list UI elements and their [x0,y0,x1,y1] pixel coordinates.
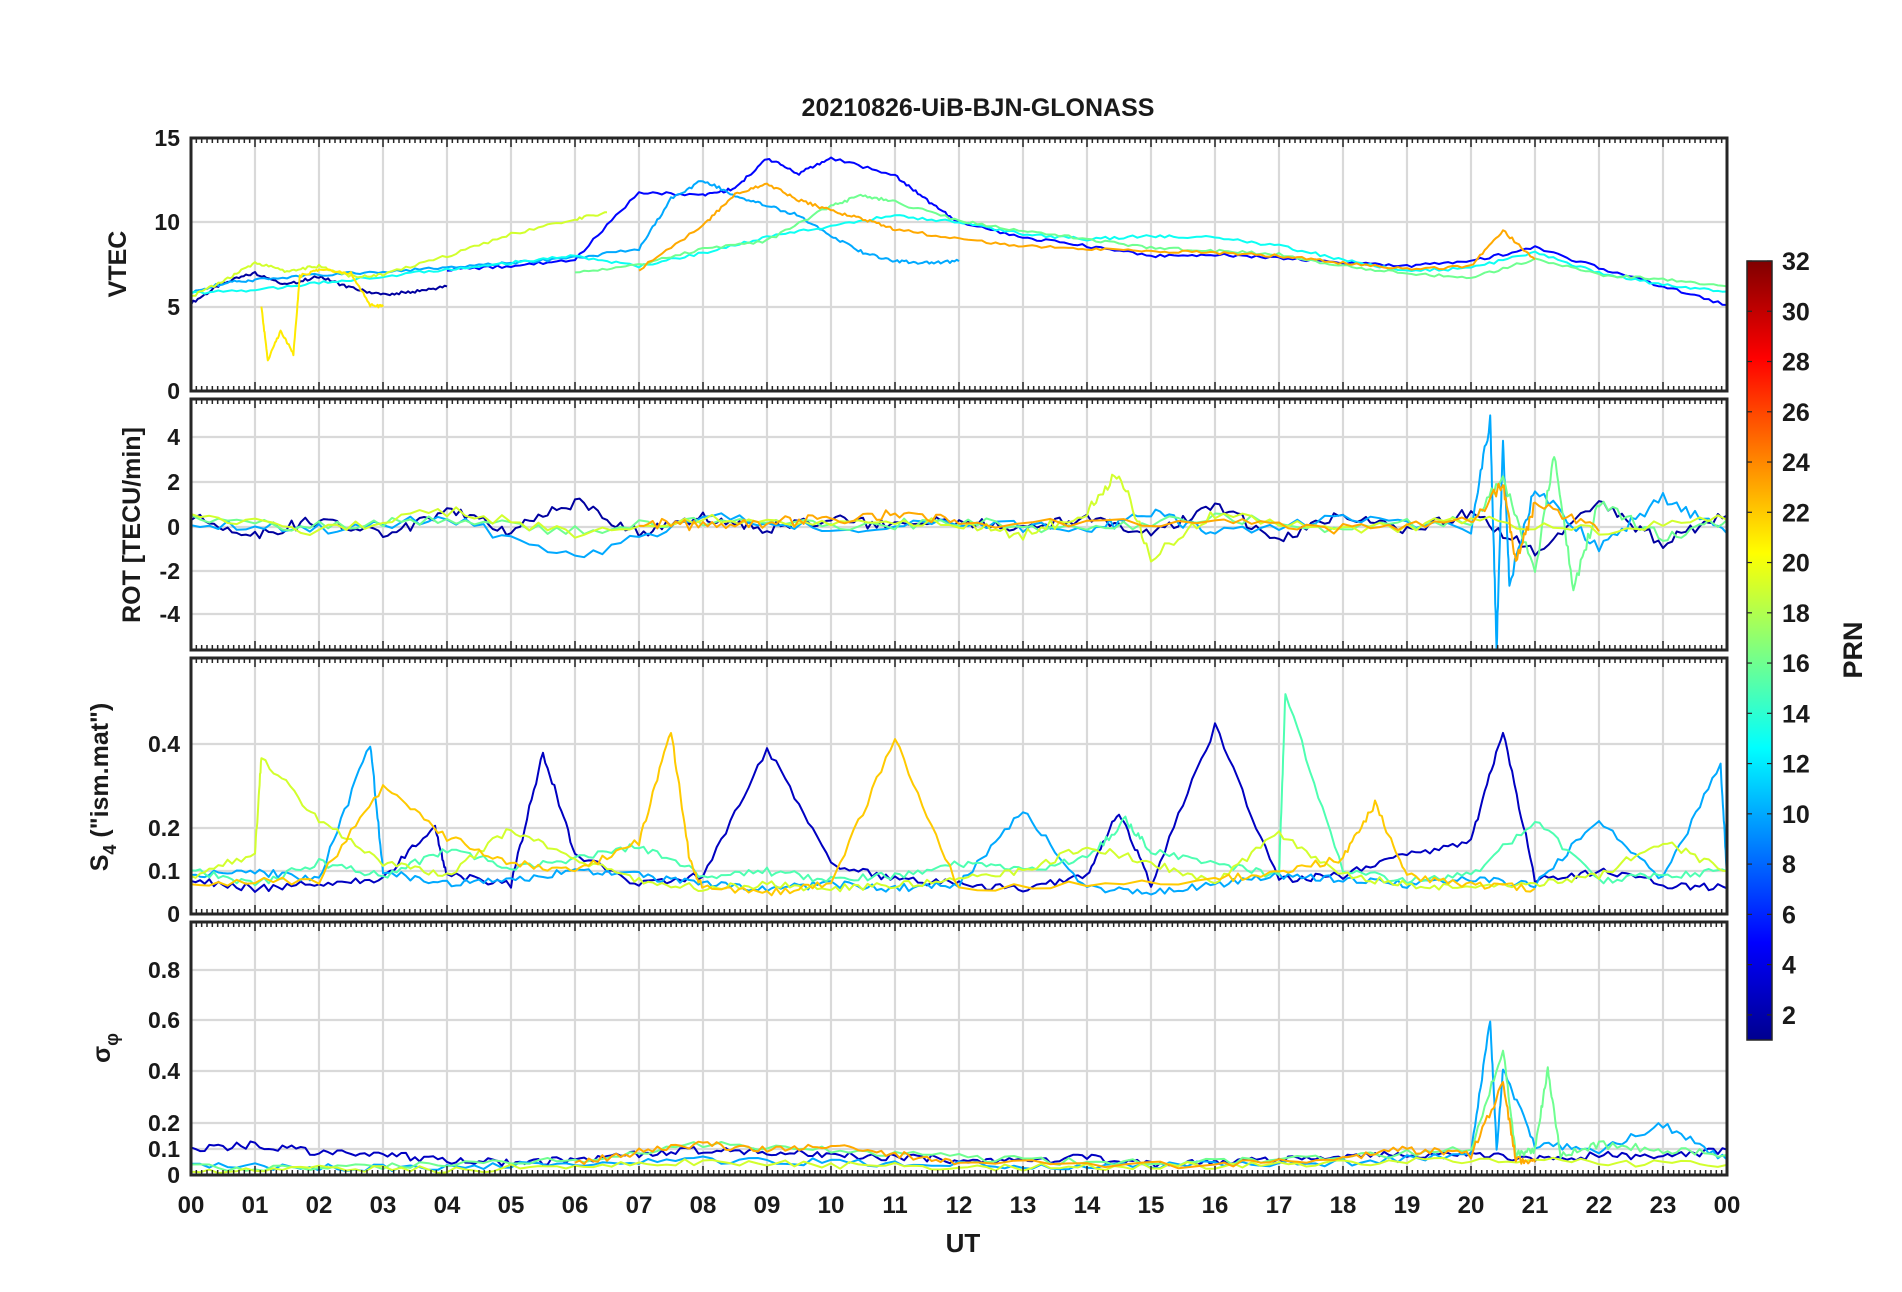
colorbar-tick-label: 20 [1782,550,1810,578]
y-tick-label: 0.2 [148,1110,180,1136]
series-line-prn-16 [574,193,1727,288]
x-tick-label: 16 [1202,1192,1229,1219]
y-tick-label: 0.1 [148,858,180,884]
x-tick-label: 04 [434,1192,461,1219]
x-tick-label: 00 [178,1192,205,1219]
x-axis: 00 01 02 03 04 05 06 07 08 09 10 11 12 13 14 15 16 17 18 19… [178,1192,1741,1219]
panel-rot: -4 -2 0 2 4 ROT [TECU/min] [118,397,1729,652]
series-line-prn-2 [191,497,1727,557]
x-tick-label: 09 [754,1192,781,1219]
x-tick-label: 21 [1522,1192,1549,1219]
x-tick-label: 08 [690,1192,717,1219]
colorbar-tick-label: 6 [1782,901,1796,929]
x-tick-label: 19 [1394,1192,1421,1219]
y-tick-label: 0 [167,514,180,540]
colorbar-tick-label: 18 [1782,600,1810,628]
x-tick-label: 07 [626,1192,653,1219]
y-tick-label: 0.1 [148,1136,180,1162]
y-tick-label: 10 [154,209,180,235]
colorbar-tick-label: 26 [1782,399,1810,427]
y-axis-label-sigma_phi: σφ [88,1033,122,1063]
y-axis-label-rot: ROT [TECU/min] [118,427,146,623]
colorbar-label: PRN [1838,621,1868,678]
panel-frame [189,656,1729,916]
panel-sigma_phi: 00.10.2 0.4 0.6 0.8 σφ [88,920,1729,1188]
colorbar-tick-label: 30 [1782,298,1810,326]
series-line-prn-10 [191,414,1727,650]
y-tick-label: 0 [167,1162,180,1188]
y-tick-label: 0.4 [148,731,180,757]
series-line-prn-22 [191,732,1536,897]
y-tick-label: 0 [167,901,180,927]
x-tick-label: 11 [882,1192,907,1219]
series-line-prn-15 [191,693,1727,887]
y-tick-label: 5 [167,294,180,320]
x-tick-label: 01 [242,1192,269,1219]
colorbar-tick-label: 28 [1782,349,1810,377]
series-line-prn-5 [446,156,1727,306]
series-line-prn-23 [638,482,1600,562]
panel-frame [189,397,1729,652]
chart-title: 20210826-UiB-BJN-GLONASS [802,94,1155,122]
series-group [191,414,1727,650]
y-tick-label: 15 [154,125,180,151]
y-tick-label: 0.2 [148,815,180,841]
y-tick-label: 0.6 [148,1007,180,1033]
colorbar-tick-label: 12 [1782,751,1810,779]
series-line-prn-23 [638,182,1536,272]
y-tick-label: 2 [167,469,180,495]
series-line-prn-13 [191,214,1727,295]
x-tick-label: 15 [1138,1192,1165,1219]
colorbar-tick-label: 16 [1782,650,1810,678]
panel-frame [189,920,1729,1177]
x-axis-label: UT [946,1228,981,1258]
colorbar-tick-label: 2 [1782,1002,1796,1030]
series-line-prn-19 [191,757,1727,893]
colorbar-tick-label: 22 [1782,499,1810,527]
colorbar-tick-label: 14 [1782,700,1810,728]
x-tick-label: 00 [1714,1192,1741,1219]
series-group [191,156,1727,362]
series-line-prn-16 [191,456,1727,592]
colorbar-tick-label: 24 [1782,449,1810,477]
y-tick-label: -4 [160,601,181,627]
colorbar-tick-label: 4 [1782,952,1796,980]
y-axis-label-s4: S4 ("ism.mat") [86,703,120,872]
series-group [191,693,1727,897]
x-tick-label: 02 [306,1192,333,1219]
colorbar-tick-label: 10 [1782,801,1810,829]
y-tick-label: 0 [167,378,180,404]
x-tick-label: 18 [1330,1192,1357,1219]
x-tick-label: 10 [818,1192,845,1219]
series-line-prn-10 [191,180,960,295]
series-line-prn-3 [191,722,1727,893]
colorbar-tick-label: 8 [1782,851,1796,879]
y-tick-label: 0.8 [148,957,180,983]
series-line-prn-23 [574,1081,1536,1170]
x-tick-label: 23 [1650,1192,1677,1219]
x-tick-label: 13 [1010,1192,1037,1219]
x-tick-label: 12 [946,1192,973,1219]
colorbar-gradient [1746,260,1773,1041]
y-tick-label: 0.4 [148,1058,180,1084]
x-tick-label: 17 [1266,1192,1293,1219]
panel-vtec: 0 5 10 15 VTEC [104,125,1729,404]
x-tick-label: 20 [1458,1192,1485,1219]
x-tick-label: 22 [1586,1192,1613,1219]
x-tick-label: 06 [562,1192,589,1219]
x-tick-label: 05 [498,1192,525,1219]
y-tick-label: 4 [167,424,180,450]
x-tick-label: 03 [370,1192,397,1219]
series-line-prn-2 [191,271,448,306]
panel-s4: 0 0.1 0.2 0.4 S4 ("ism.mat") [86,656,1729,927]
x-tick-label: 14 [1074,1192,1101,1219]
panel-frame [189,136,1729,393]
colorbar-tick-label: 32 [1782,248,1810,276]
y-axis-label-vtec: VTEC [104,231,132,298]
series-line-prn-21 [260,268,384,362]
y-tick-label: -2 [160,558,180,584]
